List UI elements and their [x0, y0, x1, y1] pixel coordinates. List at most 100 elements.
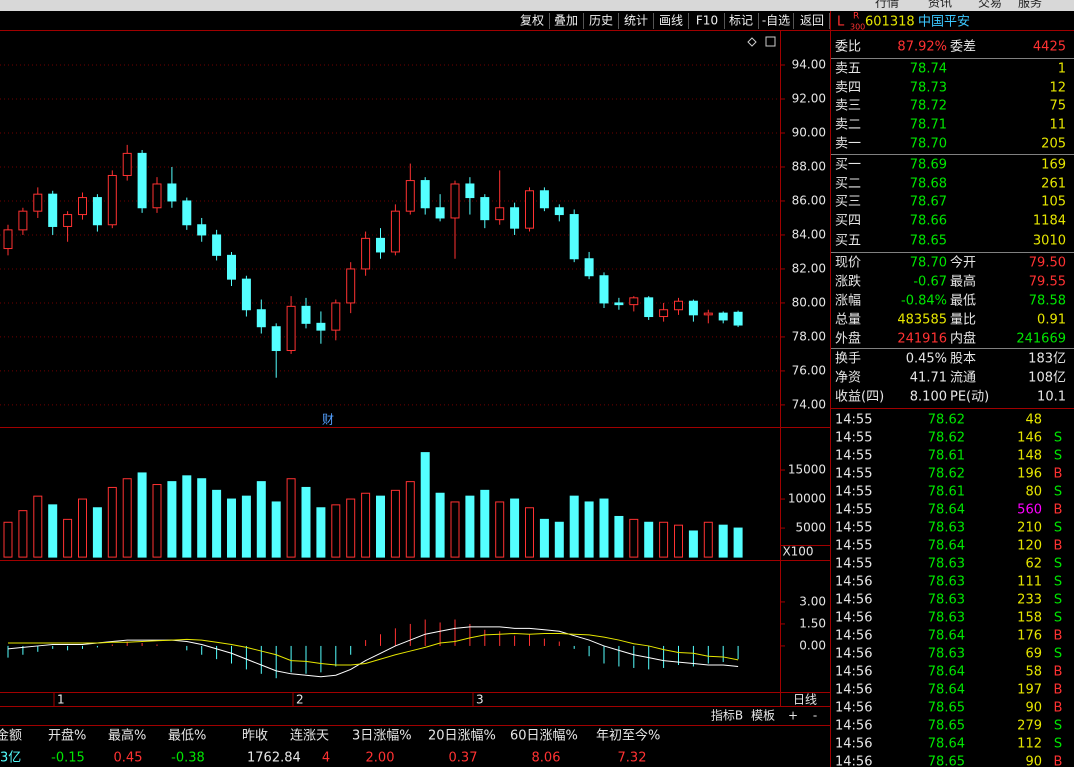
- top-menu-item[interactable]: 服务: [1018, 0, 1042, 10]
- top-menu-item[interactable]: 行情: [875, 0, 899, 10]
- tick-volume: 148: [1017, 449, 1042, 464]
- toolbar-bg: [0, 11, 1074, 30]
- volume-bar: [122, 478, 132, 558]
- tick-time: 14:56: [835, 683, 872, 698]
- tick-side: B: [1054, 683, 1063, 698]
- stat-header[interactable]: 最低%: [168, 729, 206, 744]
- tick-time: 14:56: [835, 647, 872, 662]
- tick-volume: 176: [1017, 629, 1042, 644]
- stat-header[interactable]: 3日涨幅%: [352, 729, 412, 744]
- stat-label: 外盘: [835, 331, 861, 347]
- volume-bar: [569, 495, 579, 558]
- stat-header[interactable]: 昨收: [242, 729, 268, 744]
- stat-value: 241916: [897, 332, 947, 347]
- tick-side: B: [1054, 467, 1063, 482]
- bottom-button[interactable]: -: [813, 709, 817, 723]
- stat-label: 总量: [835, 313, 861, 328]
- stat-header[interactable]: 60日涨幅%: [510, 729, 578, 744]
- bottom-button[interactable]: 模板: [751, 709, 775, 723]
- tick-volume: 90: [1025, 755, 1042, 767]
- toolbar-button[interactable]: 标记: [729, 14, 753, 28]
- book-label: 卖二: [835, 118, 861, 133]
- candle-body: [703, 312, 713, 316]
- candle-body: [241, 278, 251, 311]
- candle-body: [525, 190, 534, 229]
- toolbar-button[interactable]: 画线: [659, 14, 683, 28]
- book-volume: 1184: [1033, 214, 1066, 229]
- diamond-icon[interactable]: [747, 37, 757, 47]
- candle-body: [569, 214, 579, 260]
- tick-side: B: [1054, 665, 1063, 680]
- period-name[interactable]: 日线: [793, 693, 817, 707]
- tick-time: 14:56: [835, 701, 872, 716]
- stat-label: 内盘: [950, 331, 976, 347]
- stat-header[interactable]: 金额: [0, 728, 22, 744]
- box-icon[interactable]: [765, 36, 776, 47]
- stat-label: 股本: [950, 352, 976, 367]
- candle-body: [599, 275, 609, 304]
- tick-side: S: [1054, 521, 1062, 536]
- tick-side: B: [1054, 503, 1063, 518]
- volume-bar: [584, 501, 594, 558]
- stock-name: 中国平安: [918, 15, 970, 30]
- stat-label: 最高: [950, 274, 976, 290]
- candle-body: [644, 297, 654, 318]
- top-menu-item[interactable]: 交易: [978, 0, 1002, 10]
- toolbar-button[interactable]: 复权: [520, 14, 544, 28]
- stat-header[interactable]: 最高%: [108, 728, 146, 744]
- stat-value: 0.91: [1037, 313, 1066, 328]
- toolbar-button[interactable]: 叠加: [554, 14, 578, 28]
- tick-price: 78.63: [928, 557, 965, 572]
- tick-volume: 233: [1017, 593, 1042, 608]
- volume-bar: [48, 504, 58, 558]
- bottom-button[interactable]: +: [788, 709, 798, 723]
- toolbar-button[interactable]: -自选: [762, 14, 790, 28]
- book-volume: 12: [1049, 81, 1066, 96]
- bottom-button[interactable]: 指标B: [711, 708, 743, 723]
- candle-body: [167, 183, 177, 202]
- tick-price: 78.64: [928, 629, 965, 644]
- candle-body: [212, 234, 222, 256]
- tick-side: S: [1054, 719, 1062, 734]
- event-marker[interactable]: 财: [322, 413, 334, 427]
- tick-time: 14:56: [835, 593, 872, 608]
- tick-side: S: [1054, 611, 1062, 626]
- volume-bar: [182, 475, 192, 558]
- price-tick-label: 94.00: [792, 58, 826, 72]
- stat-label: 换手: [835, 352, 861, 367]
- stat-header[interactable]: 开盘%: [48, 728, 86, 744]
- tick-time: 14:55: [835, 431, 872, 446]
- stat-header[interactable]: 年初至今%: [596, 728, 660, 744]
- tick-price: 78.65: [928, 719, 965, 734]
- volume-bar: [227, 498, 236, 558]
- tick-side: B: [1054, 539, 1063, 554]
- volume-bar: [674, 524, 683, 558]
- tick-price: 78.64: [928, 539, 965, 554]
- toolbar-button[interactable]: F10: [696, 14, 718, 28]
- volume-bar: [659, 521, 669, 558]
- candle-body: [33, 193, 43, 212]
- top-menu-item[interactable]: 资讯: [928, 0, 952, 10]
- macd-tick-label: 1.50: [799, 616, 826, 630]
- stat-value: 3亿: [0, 751, 21, 766]
- stat-label: PE(动): [950, 390, 989, 405]
- tick-time: 14:55: [835, 521, 872, 536]
- toolbar-button[interactable]: 历史: [589, 14, 613, 28]
- stat-value: 108亿: [1028, 371, 1066, 386]
- book-volume: 1: [1058, 62, 1066, 77]
- book-volume: 205: [1041, 137, 1066, 152]
- book-volume: 3010: [1033, 234, 1066, 249]
- volume-bar: [316, 507, 326, 558]
- tick-volume: 48: [1025, 413, 1042, 428]
- stat-header[interactable]: 20日涨幅%: [428, 729, 496, 744]
- volume-bar: [405, 481, 415, 558]
- toolbar-button[interactable]: 返回: [800, 14, 824, 28]
- tick-price: 78.63: [928, 593, 965, 608]
- price-tick-label: 76.00: [792, 363, 826, 377]
- tick-side: S: [1054, 431, 1062, 446]
- toolbar-button[interactable]: 统计: [624, 14, 648, 28]
- volume-bar: [18, 510, 28, 558]
- stat-label: 最低: [950, 294, 976, 309]
- stat-header[interactable]: 连涨天: [290, 728, 329, 744]
- book-label: 卖四: [835, 81, 861, 96]
